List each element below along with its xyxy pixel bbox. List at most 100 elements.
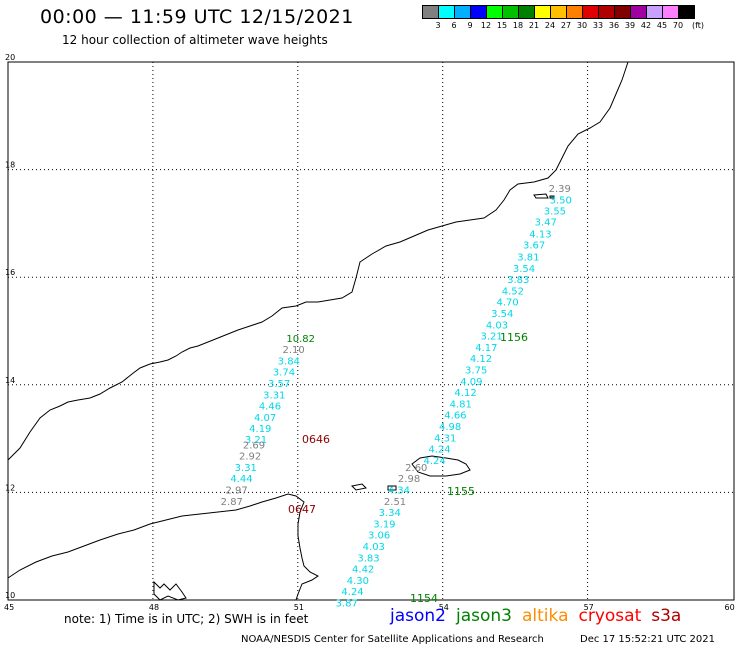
colorbar-label: 39 bbox=[624, 21, 636, 30]
coastline-africa bbox=[7, 493, 319, 601]
wave-height-value: 3.54 bbox=[491, 309, 513, 320]
wave-height-value: 2.10 bbox=[282, 345, 304, 356]
latitude-label: 10 bbox=[5, 591, 15, 600]
wave-height-readings: 2.393.503.553.474.133.673.813.543.834.52… bbox=[221, 184, 572, 609]
footer-timestamp: Dec 17 15:52:21 UTC 2021 bbox=[580, 634, 715, 645]
wave-height-value: 3.50 bbox=[550, 195, 572, 206]
wave-height-value: 3.06 bbox=[368, 531, 390, 542]
wave-height-value: 4.52 bbox=[502, 286, 524, 297]
wave-height-value: 4.34 bbox=[388, 485, 410, 496]
coastal-islets-west bbox=[153, 580, 187, 601]
wave-height-value: 3.83 bbox=[507, 275, 529, 286]
colorbar-label: 70 bbox=[672, 21, 684, 30]
wave-height-value: 4.24 bbox=[428, 445, 450, 456]
wave-height-value: 4.12 bbox=[454, 388, 476, 399]
wave-height-value: 4.07 bbox=[254, 413, 276, 424]
colorbar-label: 24 bbox=[544, 21, 556, 30]
wave-height-value: 10.82 bbox=[286, 334, 315, 345]
wave-height-value: 4.03 bbox=[363, 542, 385, 553]
longitude-labels: 45 48 51 54 57 60 bbox=[4, 603, 735, 612]
latitude-label: 16 bbox=[5, 268, 15, 277]
wave-height-value: 3.47 bbox=[535, 218, 557, 229]
wave-height-value: 4.66 bbox=[444, 411, 466, 422]
satellite-legend: jason2 jason3 altika cryosat s3a bbox=[390, 606, 691, 626]
wave-height-value: 2.51 bbox=[384, 497, 406, 508]
wave-height-value: 3.21 bbox=[245, 435, 267, 446]
wave-height-value: 4.19 bbox=[249, 424, 271, 435]
wave-height-value: 3.74 bbox=[273, 368, 295, 379]
wave-height-value: 4.31 bbox=[434, 433, 456, 444]
wave-height-value: 4.24 bbox=[424, 456, 446, 467]
wave-height-value: 4.81 bbox=[450, 399, 472, 410]
wave-height-value: 4.03 bbox=[486, 320, 508, 331]
legend-entry-s3a: s3a bbox=[651, 606, 682, 626]
page-title: 00:00 — 11:59 UTC 12/15/2021 bbox=[40, 6, 354, 28]
longitude-label: 57 bbox=[584, 603, 594, 612]
wave-height-value: 3.34 bbox=[379, 508, 401, 519]
small-islet-3 bbox=[533, 193, 549, 199]
footer-credit: NOAA/NESDIS Center for Satellite Applica… bbox=[241, 634, 544, 645]
legend-entry-cryosat: cryosat bbox=[578, 606, 642, 626]
wave-height-value: 2.92 bbox=[239, 452, 261, 463]
wave-height-value: 4.46 bbox=[259, 402, 281, 413]
wave-height-value: 4.12 bbox=[470, 354, 492, 365]
wave-height-value: 2.97 bbox=[225, 485, 247, 496]
colorbar-swatch bbox=[678, 5, 695, 19]
colorbar-label: 9 bbox=[467, 21, 473, 30]
wave-height-value: 3.21 bbox=[481, 332, 503, 343]
wave-height-value: 4.42 bbox=[352, 565, 374, 576]
latitude-labels: 20 18 16 14 12 10 bbox=[5, 53, 15, 600]
socotra-island bbox=[411, 455, 471, 477]
latitude-label: 14 bbox=[5, 376, 15, 385]
coastline bbox=[7, 61, 629, 461]
colorbar-label: 6 bbox=[451, 21, 457, 30]
map-frame bbox=[7, 61, 735, 601]
small-islet-1 bbox=[350, 483, 368, 491]
legend-entry-altika: altika bbox=[522, 606, 569, 626]
longitude-label: 48 bbox=[149, 603, 159, 612]
longitude-label: 45 bbox=[4, 603, 14, 612]
longitude-label: 60 bbox=[725, 603, 735, 612]
wave-height-value: 3.75 bbox=[465, 366, 487, 377]
legend-entry-jason2: jason2 bbox=[390, 606, 446, 626]
pass-time-label: 1154 bbox=[410, 592, 438, 605]
colorbar-label: 21 bbox=[528, 21, 540, 30]
colorbar-label: 42 bbox=[640, 21, 652, 30]
colorbar-label: 36 bbox=[608, 21, 620, 30]
latitude-label: 20 bbox=[5, 53, 15, 62]
wave-height-value: 4.98 bbox=[439, 422, 461, 433]
wave-height-value: 2.69 bbox=[243, 440, 265, 451]
pass-time-label: 0647 bbox=[288, 503, 316, 516]
pass-time-labels: 1156 1155 1154 0646 0647 bbox=[288, 331, 528, 605]
wave-height-value: 3.19 bbox=[373, 519, 395, 530]
colorbar-label: 18 bbox=[512, 21, 524, 30]
wave-height-value: 3.87 bbox=[336, 598, 358, 609]
pass-time-label: 0646 bbox=[302, 433, 330, 446]
wave-height-value: 3.84 bbox=[278, 356, 300, 367]
small-islet-4 bbox=[549, 195, 555, 199]
small-islet-2 bbox=[387, 485, 397, 491]
wave-height-value: 3.31 bbox=[235, 463, 257, 474]
wave-height-value: 4.30 bbox=[347, 576, 369, 587]
colorbar-label: 27 bbox=[560, 21, 572, 30]
colorbar-swatches bbox=[422, 5, 695, 19]
wave-height-value: 3.31 bbox=[263, 390, 285, 401]
wave-height-value: 4.70 bbox=[496, 298, 518, 309]
wave-height-value: 4.17 bbox=[475, 343, 497, 354]
wave-height-value: 3.83 bbox=[357, 553, 379, 564]
wave-height-value: 2.98 bbox=[398, 474, 420, 485]
latitude-label: 18 bbox=[5, 161, 15, 170]
colorbar-label: 3 bbox=[435, 21, 441, 30]
wave-height-value: 3.67 bbox=[523, 241, 545, 252]
colorbar-label: 30 bbox=[576, 21, 588, 30]
pass-time-label: 1155 bbox=[447, 485, 475, 498]
wave-height-value: 2.39 bbox=[549, 184, 571, 195]
colorbar-unit: (ft) bbox=[691, 21, 705, 30]
latitude-label: 12 bbox=[5, 483, 15, 492]
pass-time-label: 1156 bbox=[500, 331, 528, 344]
colorbar-legend: 3 6 9 12 15 18 21 24 27 30 33 36 39 42 45 70 (ft) bbox=[422, 5, 704, 33]
colorbar-label: 33 bbox=[592, 21, 604, 30]
wave-height-value: 4.24 bbox=[341, 587, 363, 598]
colorbar-label: 15 bbox=[496, 21, 508, 30]
wave-height-value: 4.13 bbox=[529, 229, 551, 240]
